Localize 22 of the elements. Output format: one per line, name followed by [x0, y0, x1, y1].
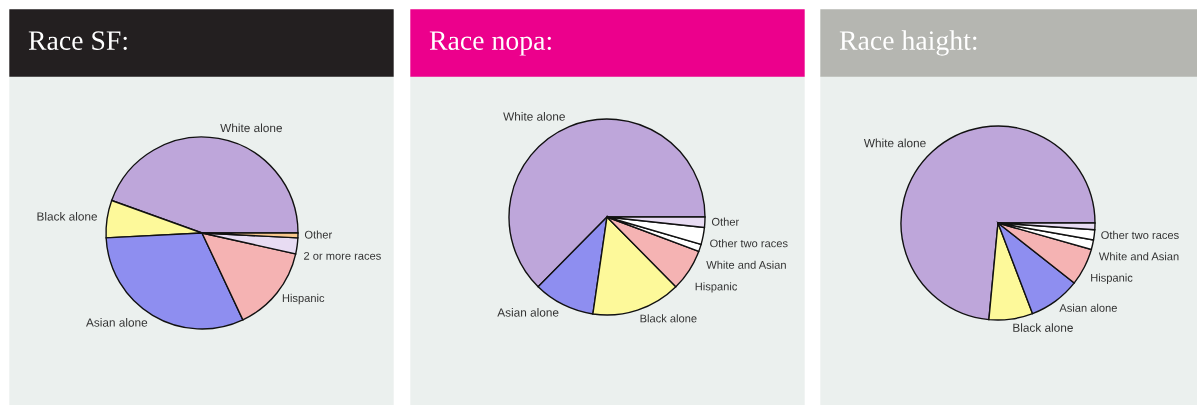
slice-label: Other — [304, 230, 332, 239]
chart-title: Race nopa: — [429, 31, 551, 56]
slice-label: White alone — [503, 112, 565, 121]
slice-label: Hispanic — [695, 282, 738, 293]
slice-label: Asian alone — [86, 318, 148, 327]
slice-label: White alone — [220, 123, 282, 133]
chart-title: Race SF: — [28, 31, 127, 51]
slice-label: Black alone — [640, 314, 697, 323]
slice-label: Asian alone — [1059, 303, 1117, 312]
slice-label: Other — [711, 217, 740, 226]
chart-title: Race haight: — [839, 30, 977, 56]
slice-label: Black alone — [1013, 323, 1073, 332]
slice-label: Asian alone — [497, 308, 559, 317]
slice-label: White alone — [863, 138, 926, 148]
slice-label: Other two races — [710, 239, 788, 248]
slice-label: Black alone — [37, 211, 98, 221]
slice-label: Hispanic — [1091, 273, 1133, 284]
slice-label: Other two races — [1101, 230, 1179, 240]
slice-label: White and Asian — [1098, 252, 1179, 261]
slice-label: Hispanic — [282, 293, 325, 305]
slice-label: 2 or more races — [304, 251, 381, 260]
slice-label: White and Asian — [706, 260, 786, 269]
